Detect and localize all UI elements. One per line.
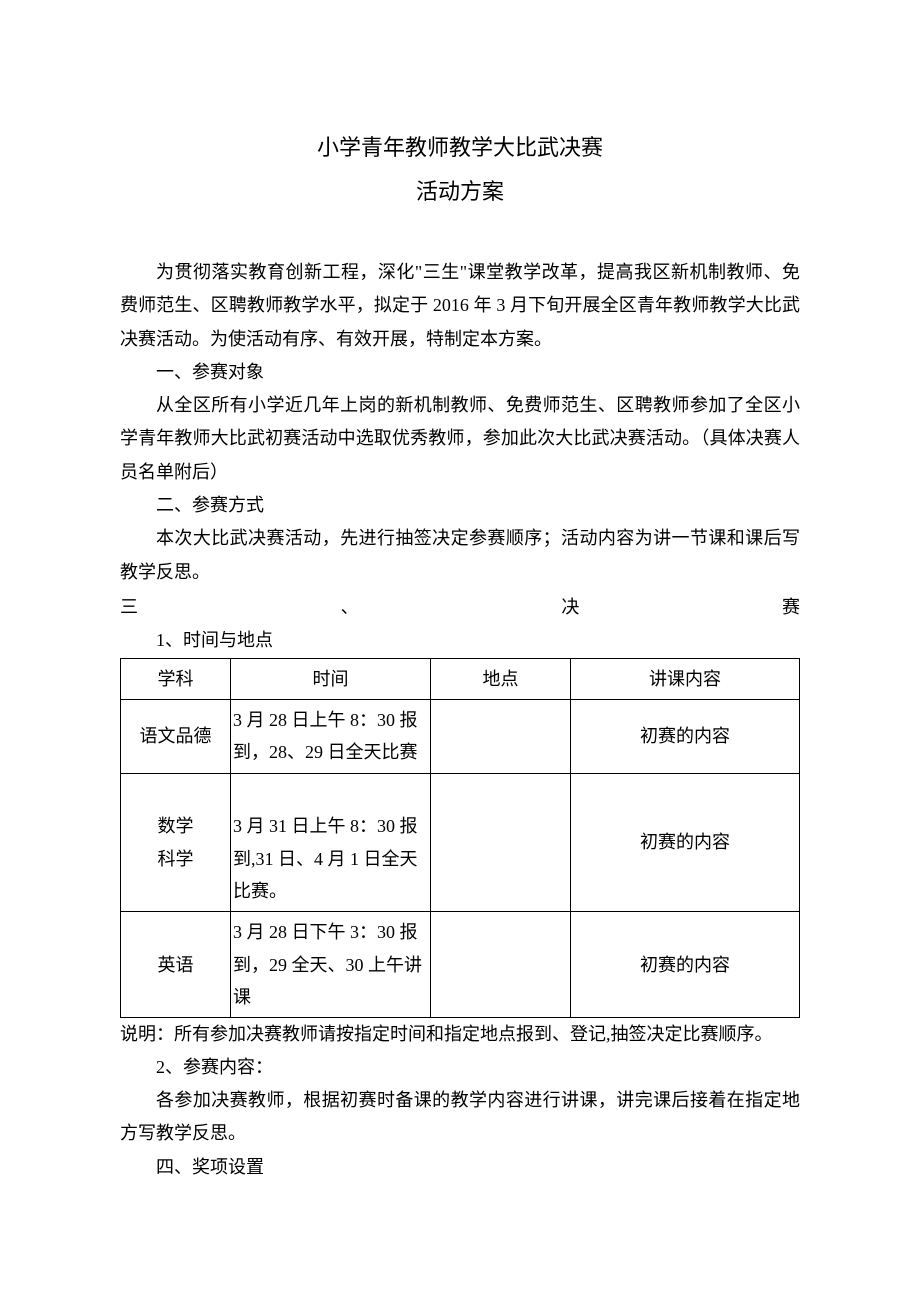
section3-sub1: 1、时间与地点 [120, 624, 800, 657]
section2-body: 本次大比武决赛活动，先进行抽签决定参赛顺序；活动内容为讲一节课和课后写教学反思。 [120, 522, 800, 589]
table-note: 说明：所有参加决赛教师请按指定时间和指定地点报到、登记,抽签决定比赛顺序。 [120, 1018, 800, 1050]
cell-location [431, 699, 571, 773]
cell-content: 初赛的内容 [571, 699, 800, 773]
section3-h-char1: 三 [120, 591, 138, 624]
table-row: 语文品德 3 月 28 日上午 8：30 报到，28、29 日全天比赛 初赛的内… [121, 699, 800, 773]
table-header-row: 学科 时间 地点 讲课内容 [121, 658, 800, 699]
header-time: 时间 [231, 658, 431, 699]
table-row: 英语 3 月 28 日下午 3：30 报到，29 全天、30 上午讲课 初赛的内… [121, 912, 800, 1018]
schedule-table: 学科 时间 地点 讲课内容 语文品德 3 月 28 日上午 8：30 报到，28… [120, 658, 800, 1019]
section2-heading: 二、参赛方式 [120, 489, 800, 522]
section3-heading: 三 、 决 赛 [120, 591, 800, 624]
header-content: 讲课内容 [571, 658, 800, 699]
document-title: 小学青年教师教学大比武决赛 [120, 130, 800, 162]
cell-subject: 数学科学 [121, 773, 231, 912]
cell-content: 初赛的内容 [571, 773, 800, 912]
cell-time: 3 月 28 日下午 3：30 报到，29 全天、30 上午讲课 [231, 912, 431, 1018]
section3-body2: 各参加决赛教师，根据初赛时备课的教学内容进行讲课，讲完课后接着在指定地方写教学反… [120, 1084, 800, 1151]
document-subtitle: 活动方案 [120, 174, 800, 206]
cell-location [431, 773, 571, 912]
section1-heading: 一、参赛对象 [120, 356, 800, 389]
intro-paragraph: 为贯彻落实教育创新工程，深化"三生"课堂教学改革，提高我区新机制教师、免费师范生… [120, 256, 800, 356]
section3-h-char3: 决 [561, 591, 579, 624]
cell-subject: 语文品德 [121, 699, 231, 773]
section4-heading: 四、奖项设置 [120, 1151, 800, 1184]
header-location: 地点 [431, 658, 571, 699]
section3-h-char4: 赛 [782, 591, 800, 624]
cell-content: 初赛的内容 [571, 912, 800, 1018]
section3-sub2: 2、参赛内容： [120, 1051, 800, 1084]
section1-body: 从全区所有小学近几年上岗的新机制教师、免费师范生、区聘教师参加了全区小学青年教师… [120, 389, 800, 489]
cell-subject: 英语 [121, 912, 231, 1018]
cell-location [431, 912, 571, 1018]
header-subject: 学科 [121, 658, 231, 699]
cell-time: 3 月 28 日上午 8：30 报到，28、29 日全天比赛 [231, 699, 431, 773]
table-row: 数学科学 3 月 31 日上午 8：30 报到,31 日、4 月 1 日全天比赛… [121, 773, 800, 912]
section3-h-char2: 、 [341, 591, 359, 624]
cell-time: 3 月 31 日上午 8：30 报到,31 日、4 月 1 日全天比赛。 [231, 773, 431, 912]
